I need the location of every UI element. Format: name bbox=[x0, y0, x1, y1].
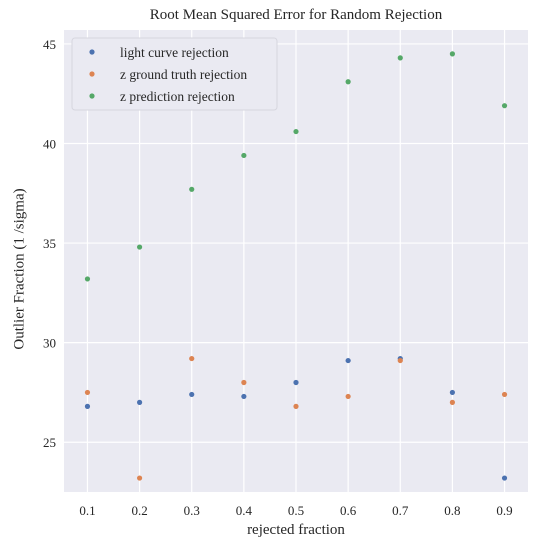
x-axis-label: rejected fraction bbox=[247, 522, 345, 538]
legend-label: light curve rejection bbox=[120, 45, 229, 60]
data-point-series-2 bbox=[84, 389, 91, 396]
legend-label: z prediction rejection bbox=[120, 89, 235, 104]
data-point-series-2 bbox=[293, 403, 299, 409]
data-point-series-3 bbox=[241, 152, 247, 159]
legend-label: z ground truth rejection bbox=[120, 67, 247, 82]
legend-marker bbox=[89, 93, 95, 99]
x-tick-label: 0.3 bbox=[184, 503, 200, 518]
data-point-series-3 bbox=[397, 55, 403, 61]
y-tick-label: 25 bbox=[43, 435, 56, 450]
legend-marker bbox=[89, 49, 95, 55]
x-tick-label: 0.5 bbox=[288, 503, 304, 518]
data-point-series-1 bbox=[501, 475, 508, 481]
x-tick-label: 0.1 bbox=[79, 503, 95, 518]
data-point-series-3 bbox=[449, 51, 456, 57]
x-tick-label: 0.6 bbox=[340, 503, 357, 518]
x-tick-label: 0.9 bbox=[496, 503, 512, 518]
x-tick-label: 0.2 bbox=[131, 503, 147, 518]
data-point-series-2 bbox=[397, 357, 403, 364]
y-tick-label: 45 bbox=[43, 37, 56, 52]
chart-title: Root Mean Squared Error for Random Rejec… bbox=[149, 7, 443, 23]
data-point-series-1 bbox=[241, 393, 247, 400]
data-point-series-1 bbox=[136, 399, 143, 405]
data-point-series-2 bbox=[241, 379, 247, 386]
data-point-series-3 bbox=[84, 276, 91, 282]
data-point-series-3 bbox=[189, 186, 195, 192]
y-tick-label: 40 bbox=[43, 137, 56, 152]
data-point-series-1 bbox=[449, 389, 456, 396]
data-point-series-1 bbox=[84, 403, 91, 409]
y-axis-label: Outlier Fraction (1 /sigma) bbox=[11, 188, 28, 350]
data-point-series-2 bbox=[345, 393, 351, 400]
data-point-series-3 bbox=[501, 103, 508, 109]
y-tick-label: 30 bbox=[43, 336, 56, 351]
data-point-series-1 bbox=[345, 357, 351, 364]
data-point-series-2 bbox=[501, 391, 508, 398]
y-tick-label: 35 bbox=[43, 236, 56, 251]
legend-marker bbox=[89, 71, 95, 77]
legend-box bbox=[71, 37, 278, 111]
data-point-series-2 bbox=[449, 399, 456, 405]
data-point-series-2 bbox=[189, 355, 195, 362]
data-point-series-3 bbox=[345, 79, 351, 85]
data-point-series-3 bbox=[136, 244, 143, 250]
data-point-series-3 bbox=[293, 128, 299, 135]
x-tick-label: 0.4 bbox=[236, 503, 253, 518]
data-point-series-1 bbox=[293, 379, 299, 386]
data-point-series-1 bbox=[189, 391, 195, 398]
x-tick-label: 0.7 bbox=[392, 503, 409, 518]
x-tick-label: 0.8 bbox=[444, 503, 460, 518]
data-point-series-2 bbox=[136, 475, 143, 481]
